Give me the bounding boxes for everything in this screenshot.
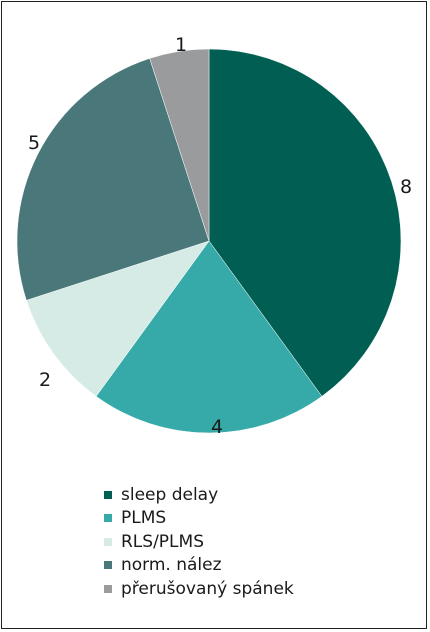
legend-label: PLMS <box>121 508 167 529</box>
legend-label: RLS/PLMS <box>121 531 204 552</box>
legend-swatch <box>104 537 112 546</box>
legend-swatch <box>104 561 112 570</box>
legend-label: přerušovaný spánek <box>121 578 294 599</box>
pie-slice-3 <box>16 58 210 301</box>
pie-data-labels: 8 4 2 5 1 <box>28 34 412 438</box>
legend-item: norm. nález <box>104 554 294 578</box>
legend-swatch <box>104 584 112 593</box>
slice-value-label: 5 <box>28 132 40 154</box>
pie-slices <box>16 48 402 434</box>
slice-value-label: 2 <box>39 369 51 391</box>
legend-label: sleep delay <box>121 484 219 505</box>
legend: sleep delay PLMS RLS/PLMS norm. nález přeruš… <box>104 483 294 601</box>
legend-label: norm. nález <box>121 555 222 576</box>
slice-value-label: 4 <box>211 416 223 438</box>
slice-value-label: 8 <box>400 176 412 198</box>
pie-slice-0 <box>208 48 402 397</box>
legend-swatch <box>104 514 112 523</box>
legend-swatch <box>104 490 112 499</box>
pie-slice-1 <box>95 240 323 434</box>
legend-item: přerušovaný spánek <box>104 577 294 601</box>
slice-value-label: 1 <box>175 34 187 56</box>
legend-item: sleep delay <box>104 483 294 507</box>
pie-slice-4 <box>149 48 210 242</box>
legend-item: PLMS <box>104 507 294 531</box>
pie-slice-2 <box>26 240 210 397</box>
legend-item: RLS/PLMS <box>104 530 294 554</box>
